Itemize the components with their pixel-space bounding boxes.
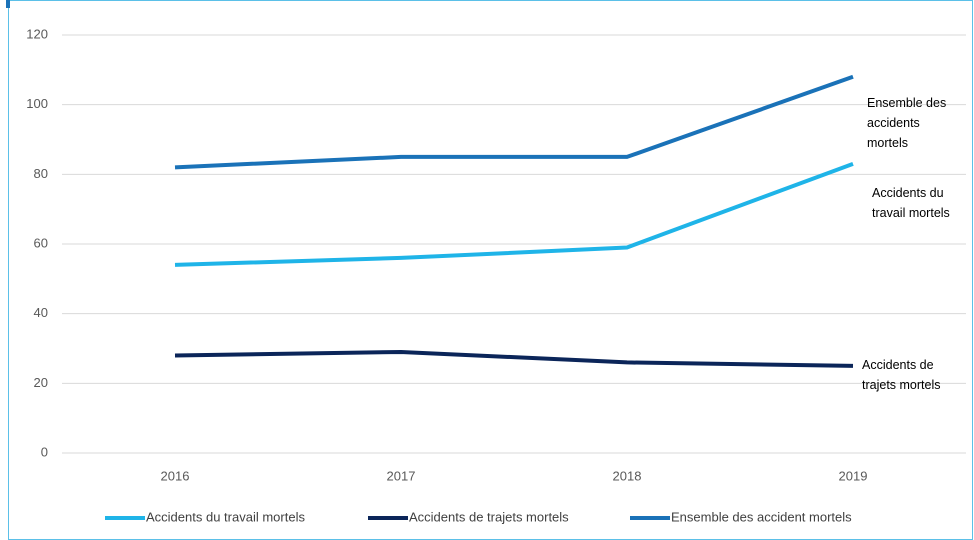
y-tick-label: 60 <box>34 235 48 250</box>
annotation-line: trajets mortels <box>862 378 941 392</box>
y-tick-label: 40 <box>34 305 48 320</box>
legend-label: Ensemble des accident mortels <box>671 509 852 524</box>
annotation-line: Ensemble des <box>867 96 946 110</box>
annotation-line: travail mortels <box>872 206 950 220</box>
annotation-line: Accidents de <box>862 358 934 372</box>
annotation: Ensemble des accidents mortels <box>867 96 946 150</box>
y-tick-label: 120 <box>26 26 48 41</box>
legend-label: Accidents du travail mortels <box>146 509 305 524</box>
x-tick-label: 2016 <box>161 468 190 483</box>
series-line <box>174 74 854 170</box>
annotation: Accidents de trajets mortels <box>862 358 941 392</box>
x-tick-label: 2017 <box>387 468 416 483</box>
annotation-line: Accidents du <box>872 186 944 200</box>
y-tick-label: 100 <box>26 96 48 111</box>
series-line <box>174 162 854 267</box>
series-line <box>174 349 854 368</box>
annotation: Accidents du travail mortels <box>872 186 950 220</box>
annotation-line: mortels <box>867 136 908 150</box>
y-tick-label: 20 <box>34 375 48 390</box>
annotation-line: accidents <box>867 116 920 130</box>
corner-mark <box>6 0 10 8</box>
y-tick-label: 80 <box>34 166 48 181</box>
x-tick-label: 2018 <box>613 468 642 483</box>
legend-label: Accidents de trajets mortels <box>409 509 569 524</box>
frame <box>8 0 973 540</box>
x-tick-label: 2019 <box>839 468 868 483</box>
y-tick-label: 0 <box>41 444 48 459</box>
